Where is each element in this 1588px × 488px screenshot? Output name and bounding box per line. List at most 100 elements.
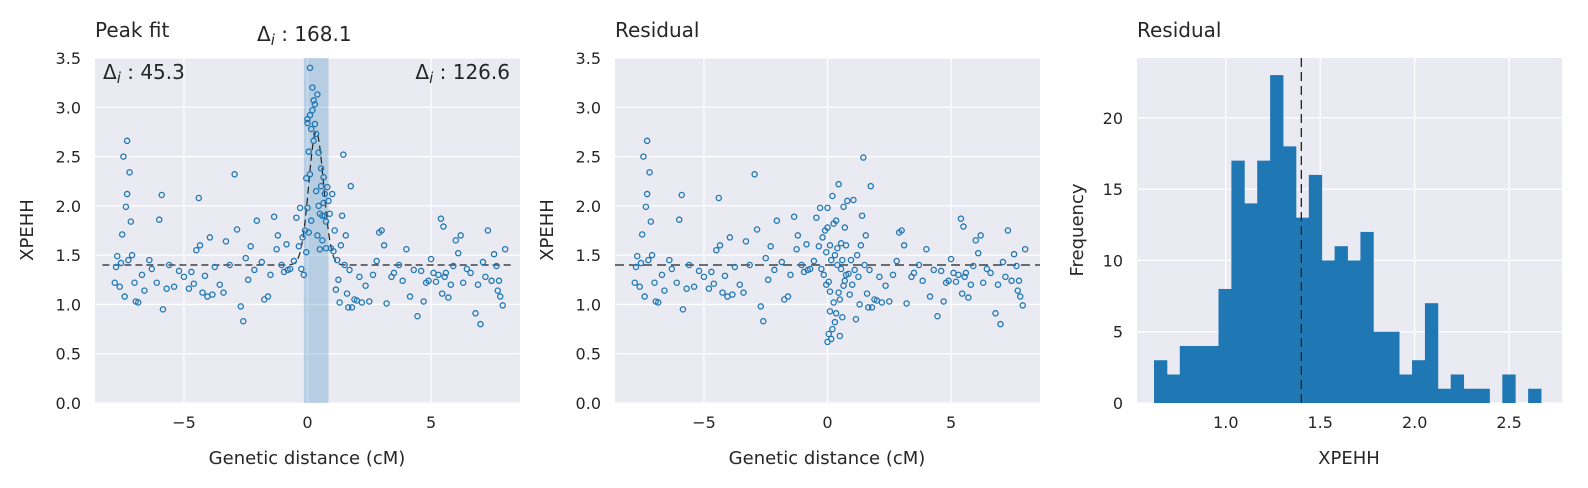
title-residual-histogram: Residual — [1137, 18, 1221, 42]
data-point — [322, 218, 330, 225]
data-point — [834, 261, 841, 269]
data-point — [997, 320, 1004, 328]
data-point — [488, 277, 495, 285]
data-point — [893, 257, 900, 265]
data-point — [298, 265, 305, 273]
data-point — [490, 250, 498, 258]
data-point — [317, 182, 325, 190]
data-point — [340, 151, 347, 158]
data-point — [331, 227, 338, 234]
data-point — [643, 137, 651, 145]
data-point — [1019, 302, 1026, 309]
data-point — [253, 217, 261, 224]
data-point — [314, 91, 321, 98]
data-point — [823, 248, 830, 256]
data-point — [128, 251, 136, 259]
data-point — [815, 243, 823, 250]
y-tick-label: 0.0 — [576, 394, 601, 413]
data-point — [356, 273, 363, 281]
data-point — [358, 299, 366, 306]
y-tick-label: 0.5 — [576, 345, 601, 364]
data-point — [882, 282, 889, 289]
data-point — [188, 268, 195, 276]
data-point — [858, 212, 866, 219]
x-axis-label-peak-fit: Genetic distance (cM) — [209, 448, 406, 469]
data-point — [853, 251, 861, 259]
x-tick-label: 5 — [426, 413, 436, 432]
histogram-bar — [1154, 360, 1168, 403]
data-point — [643, 190, 651, 198]
data-point — [247, 243, 254, 250]
data-point — [831, 318, 839, 326]
data-point — [346, 266, 353, 274]
data-point — [930, 266, 938, 274]
data-point — [240, 317, 247, 325]
data-point — [251, 266, 258, 274]
data-point — [919, 277, 926, 285]
data-point — [493, 262, 500, 270]
data-point — [825, 330, 832, 338]
x-tick-label: 1.5 — [1307, 413, 1332, 432]
data-point — [116, 283, 123, 290]
x-tick-label: 0 — [822, 413, 832, 432]
data-point — [134, 299, 142, 306]
data-point — [499, 302, 506, 309]
y-tick-label: 0.5 — [56, 345, 81, 364]
data-point — [180, 273, 188, 281]
data-point — [267, 271, 274, 279]
data-point — [974, 249, 982, 257]
bars-residual-histogram — [1154, 75, 1542, 404]
data-point — [463, 265, 471, 273]
data-point — [713, 246, 720, 254]
y-tick-label: 2.0 — [56, 197, 81, 216]
data-point — [206, 234, 214, 241]
data-point — [273, 245, 280, 253]
data-point — [141, 287, 148, 294]
data-point — [211, 263, 219, 271]
data-point — [842, 242, 850, 249]
data-point — [1015, 277, 1023, 285]
y-tick-label: 1.5 — [576, 246, 601, 265]
histogram-bar — [1270, 75, 1284, 404]
points-peak-fit — [111, 64, 509, 328]
y-axis-label-residual-scatter: XPEHH — [537, 199, 558, 261]
histogram-bar — [1476, 388, 1490, 403]
x-tick-label: 0 — [302, 413, 312, 432]
data-point — [427, 255, 435, 263]
data-point — [306, 111, 314, 119]
data-point — [479, 258, 487, 266]
data-point — [403, 245, 410, 253]
data-point — [798, 261, 805, 269]
data-point — [947, 255, 955, 263]
x-tick-label: −5 — [172, 413, 196, 432]
histogram-bar — [1218, 288, 1232, 403]
data-point — [118, 231, 126, 238]
y-tick-label: 0.0 — [56, 394, 81, 413]
annotation-right: Δi : 126.6 — [415, 60, 510, 87]
y-tick-label: 15 — [1103, 180, 1123, 199]
data-point — [347, 182, 354, 190]
data-point — [826, 308, 834, 315]
data-point — [729, 291, 736, 298]
histogram-bar — [1295, 217, 1310, 403]
x-ticks-peak-fit: −5 0 5 — [172, 413, 436, 432]
data-point — [333, 256, 341, 264]
data-point — [299, 234, 306, 241]
data-point — [651, 279, 658, 286]
data-point — [852, 315, 860, 323]
x-axis-label-residual-scatter: Genetic distance (cM) — [729, 448, 926, 469]
data-point — [910, 269, 918, 277]
data-point — [678, 191, 685, 199]
data-point — [751, 171, 758, 178]
data-point — [830, 299, 837, 306]
data-point — [457, 232, 464, 239]
data-point — [438, 290, 446, 297]
data-point — [199, 289, 206, 296]
histogram-bar — [1463, 388, 1477, 403]
y-tick-label: 5 — [1113, 323, 1123, 342]
data-point — [784, 293, 792, 300]
data-point — [437, 215, 445, 222]
points-residual-scatter — [631, 137, 1029, 346]
data-point — [501, 245, 509, 253]
data-point — [283, 241, 290, 248]
